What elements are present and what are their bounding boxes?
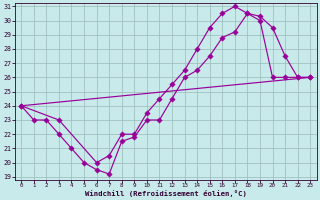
- X-axis label: Windchill (Refroidissement éolien,°C): Windchill (Refroidissement éolien,°C): [85, 190, 247, 197]
